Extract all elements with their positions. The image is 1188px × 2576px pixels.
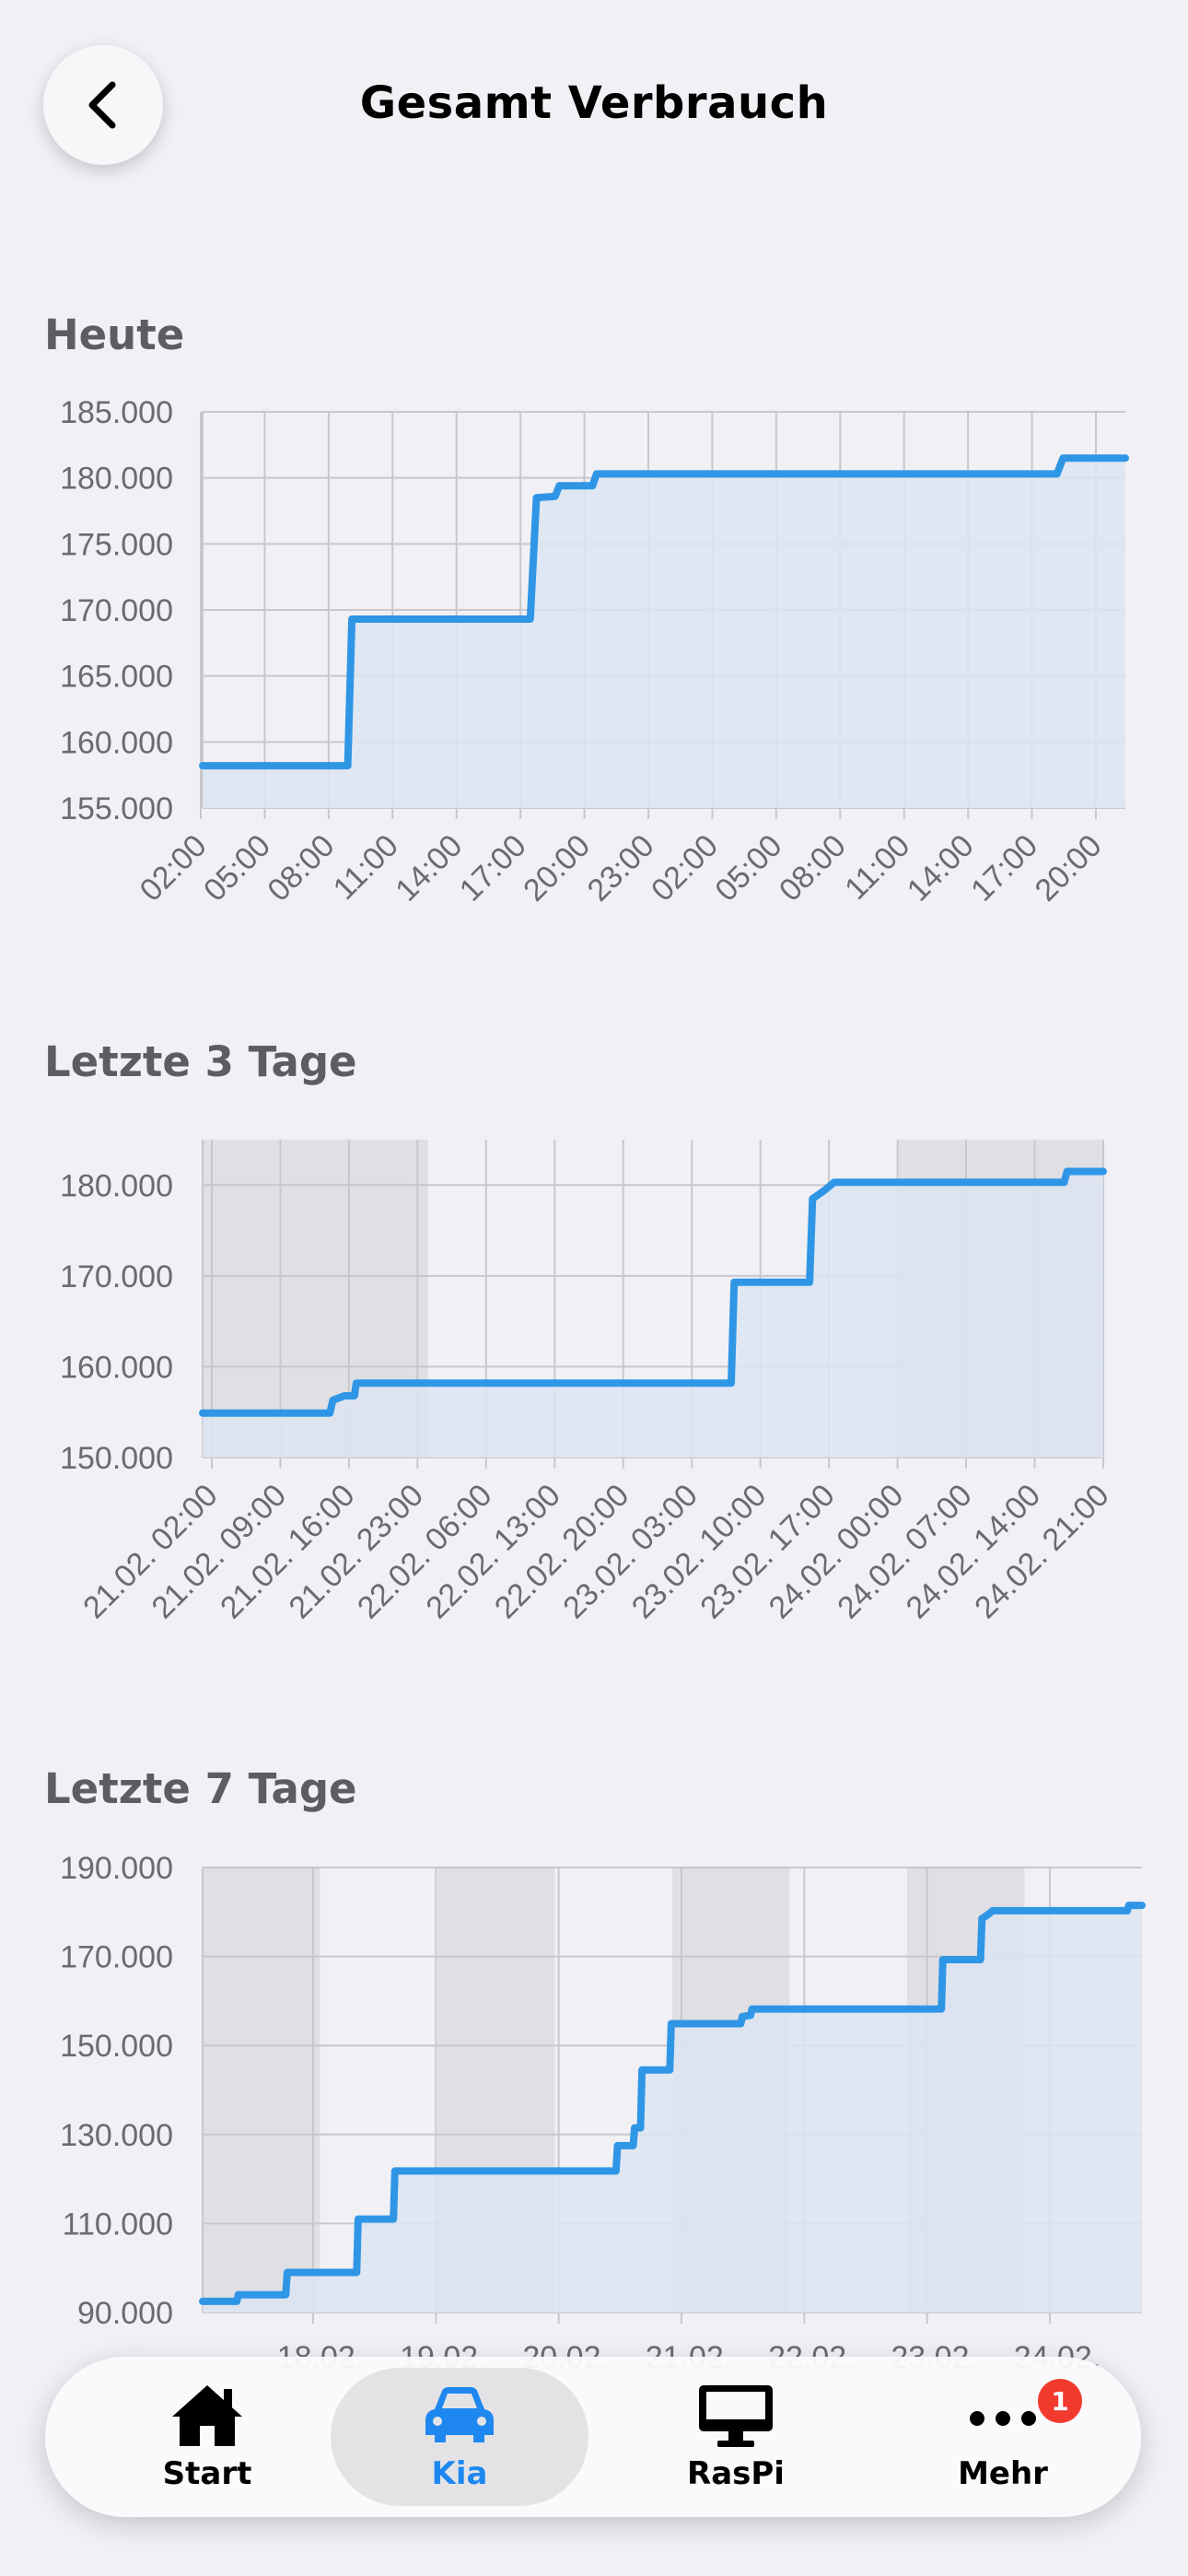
x-tick-label: 20:00	[517, 828, 597, 908]
x-tick-label: 08:00	[261, 828, 341, 908]
x-tick-label: 17:00	[453, 828, 533, 908]
y-tick-label: 170.000	[60, 1259, 173, 1294]
page-title: Gesamt Verbrauch	[359, 77, 829, 129]
x-tick-label: 05:00	[197, 828, 277, 908]
ellipsis-icon	[970, 2411, 1036, 2426]
x-tick-label: 08:00	[773, 828, 853, 908]
y-tick-label: 155.000	[60, 791, 173, 826]
x-tick-label: 23:00	[581, 828, 661, 908]
x-tick-label: 17:00	[964, 828, 1044, 908]
x-tick-label: 05:00	[708, 828, 788, 908]
y-tick-label: 180.000	[60, 1168, 173, 1203]
tab-start-label: Start	[162, 2455, 252, 2492]
tab-raspi[interactable]: RasPi	[607, 2357, 865, 2517]
tab-kia-label: Kia	[431, 2455, 488, 2492]
series-area	[203, 458, 1125, 808]
y-tick-label: 160.000	[60, 725, 173, 760]
monitor-icon	[699, 2385, 773, 2447]
tab-start[interactable]: Start	[78, 2357, 336, 2517]
y-tick-label: 110.000	[63, 2207, 173, 2242]
x-tick-label: 20:00	[1029, 828, 1109, 908]
house-icon	[172, 2385, 242, 2446]
tab-bar: Start Kia RasPi	[45, 2357, 1141, 2517]
y-tick-label: 90.000	[77, 2296, 173, 2331]
x-tick-label: 14:00	[901, 828, 981, 908]
x-tick-label: 11:00	[327, 828, 405, 907]
x-tick-label: 11:00	[838, 828, 916, 907]
series-line	[199, 454, 1129, 770]
tab-mehr[interactable]: Mehr 1	[874, 2357, 1132, 2517]
back-button[interactable]	[43, 45, 163, 165]
tab-mehr-label: Mehr	[958, 2455, 1048, 2492]
navigation-header: Gesamt Verbrauch	[0, 0, 1188, 212]
y-tick-label: 185.000	[60, 395, 173, 430]
section-title-7-days: Letzte 7 Tage	[44, 1764, 357, 1813]
y-tick-label: 175.000	[60, 527, 173, 562]
x-tick-label: 02:00	[134, 828, 214, 908]
notification-badge: 1	[1038, 2379, 1082, 2423]
y-tick-label: 170.000	[60, 593, 173, 628]
section-title-3-days: Letzte 3 Tage	[44, 1037, 357, 1086]
y-tick-label: 150.000	[60, 2029, 173, 2064]
series-line	[199, 1167, 1107, 1417]
night-shading-band	[203, 1868, 320, 2313]
y-tick-label: 150.000	[60, 1441, 173, 1476]
chart-3-days: 180.000 170.000 160.000 150.000 21.02. 02:00…	[0, 1115, 1188, 1686]
x-tick-label: 02:00	[645, 828, 725, 908]
section-title-today: Heute	[44, 310, 185, 359]
chart-today-svg: 185.000 180.000 175.000 170.000 165.000 160.0…	[60, 395, 1129, 908]
y-tick-label: 160.000	[60, 1350, 173, 1385]
series-line	[199, 1902, 1146, 2305]
series-area	[203, 1905, 1142, 2313]
chevron-left-icon	[88, 81, 116, 129]
chart-today: 185.000 180.000 175.000 170.000 165.000 160.0…	[0, 387, 1188, 940]
y-tick-label: 170.000	[60, 1940, 173, 1975]
y-tick-label: 130.000	[60, 2118, 173, 2153]
y-tick-label: 165.000	[60, 660, 173, 695]
x-tick-label: 14:00	[389, 828, 469, 908]
chart-7-days-svg: 190.000 170.000 150.000 130.000 110.000 90.00…	[60, 1851, 1146, 2375]
tab-raspi-label: RasPi	[687, 2455, 785, 2492]
y-tick-label: 190.000	[60, 1851, 173, 1886]
tab-kia[interactable]: Kia	[331, 2357, 588, 2517]
chart-7-days: 190.000 170.000 150.000 130.000 110.000 90.00…	[0, 1833, 1188, 2386]
y-tick-label: 180.000	[60, 462, 173, 497]
car-icon	[425, 2387, 494, 2442]
